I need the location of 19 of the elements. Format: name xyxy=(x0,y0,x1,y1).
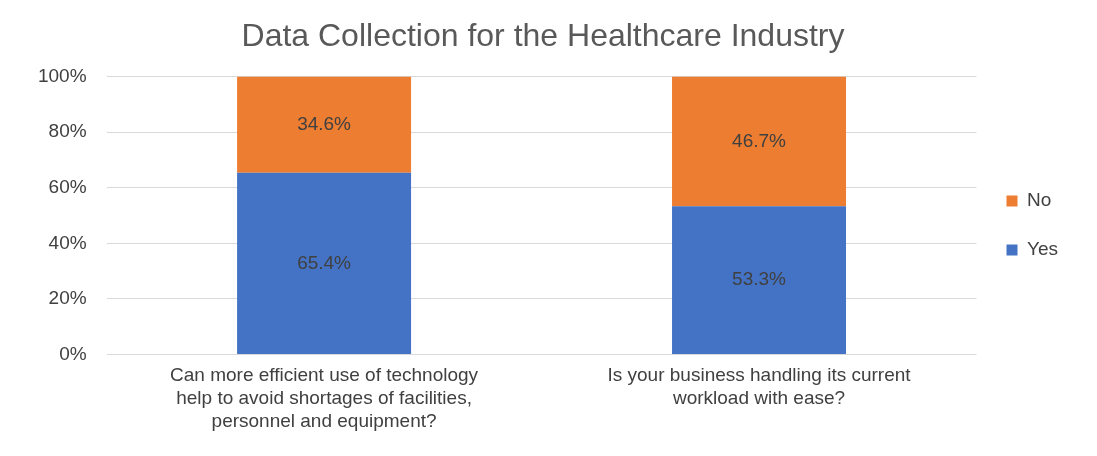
bar xyxy=(237,172,412,355)
bar xyxy=(672,206,847,355)
chart-title: Data Collection for the Healthcare Industry xyxy=(241,17,845,54)
x-tick-label: Is your business handling its current workload with ease? xyxy=(607,364,912,409)
y-tick-label: 80% xyxy=(48,120,87,142)
data-label: 53.3% xyxy=(732,268,787,290)
legend-label: Yes xyxy=(1027,238,1058,260)
y-tick-label: 20% xyxy=(48,287,87,309)
data-label: 46.7% xyxy=(732,129,787,151)
bar xyxy=(237,76,412,173)
y-tick-label: 0% xyxy=(59,342,87,364)
data-label: 65.4% xyxy=(297,251,352,273)
data-label: 34.6% xyxy=(297,112,352,134)
x-tick-label: Can more efficient use of technology help to avoid shortages of facilities, personnel and equipment? xyxy=(170,364,479,431)
y-tick-label: 40% xyxy=(48,231,87,253)
legend-label: No xyxy=(1027,189,1052,211)
bar xyxy=(672,76,847,207)
y-tick-label: 100% xyxy=(37,64,87,86)
y-tick-label: 60% xyxy=(48,175,87,197)
